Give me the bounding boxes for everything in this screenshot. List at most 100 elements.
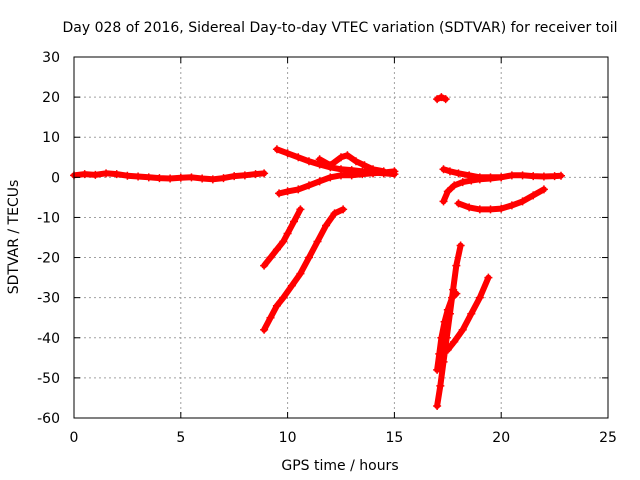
data-point: [343, 151, 352, 160]
data-point: [475, 205, 484, 214]
x-tick-label: 10: [279, 430, 297, 446]
data-point: [208, 175, 217, 184]
data-point: [557, 171, 566, 180]
data-point: [454, 169, 463, 178]
data-point: [219, 174, 228, 183]
x-tick-label: 5: [176, 430, 185, 446]
y-tick-label: -20: [37, 251, 60, 267]
data-point: [91, 170, 100, 179]
data-point: [102, 169, 111, 178]
data-series-arc-5: [260, 205, 305, 270]
data-point: [304, 181, 313, 190]
data-point: [326, 161, 335, 170]
data-point: [275, 189, 284, 198]
data-point: [529, 172, 538, 181]
data-point: [315, 155, 324, 164]
data-point: [467, 309, 476, 318]
data-point: [166, 174, 175, 183]
data-point: [435, 349, 444, 358]
data-point: [379, 167, 388, 176]
data-point: [260, 261, 269, 270]
series-trace: [434, 242, 464, 409]
data-point: [198, 174, 207, 183]
plot-frame: [73, 56, 609, 419]
data-point: [443, 187, 452, 196]
data-point: [322, 221, 331, 230]
data-point: [272, 145, 281, 154]
data-point: [475, 293, 484, 302]
data-point: [313, 237, 322, 246]
data-point: [458, 178, 467, 187]
data-point: [279, 237, 288, 246]
data-point: [358, 170, 367, 179]
data-point: [304, 253, 313, 262]
data-point: [187, 173, 196, 182]
data-point: [347, 171, 356, 180]
data-point: [439, 165, 448, 174]
y-tick-label: 0: [51, 170, 60, 186]
data-point: [272, 301, 281, 310]
data-point: [452, 289, 461, 298]
data-point: [283, 229, 292, 238]
data-point: [315, 177, 324, 186]
data-point: [112, 170, 121, 179]
data-point: [337, 171, 345, 180]
data-point: [443, 305, 452, 314]
data-point: [266, 253, 275, 262]
data-series-arc-13: [433, 289, 461, 374]
x-tick-label: 25: [599, 430, 617, 446]
data-point: [437, 333, 446, 342]
y-tick-label: -30: [37, 291, 60, 307]
data-point: [123, 171, 132, 180]
data-point: [272, 245, 281, 254]
data-point: [437, 93, 446, 102]
data-series-arc-3: [275, 167, 399, 198]
data-point: [454, 199, 463, 208]
data-point: [433, 95, 442, 104]
data-point: [497, 173, 506, 182]
data-point: [279, 293, 288, 302]
data-point: [260, 325, 269, 334]
data-point: [433, 365, 442, 374]
data-point: [80, 170, 89, 179]
data-point: [484, 273, 493, 282]
y-tick-label: 30: [42, 50, 60, 66]
data-point: [337, 153, 345, 162]
data-series-arc-6: [260, 205, 348, 334]
data-point: [507, 201, 516, 210]
data-series: [70, 93, 566, 410]
axis-ticks: 0 5 10 15 20 25 -60 -50 -40 -30 -20 -10 0 10 20 30: [37, 50, 617, 446]
data-point: [518, 171, 527, 180]
x-axis-title: GPS time / hours: [281, 458, 398, 474]
data-point: [304, 157, 313, 166]
data-point: [390, 167, 399, 176]
data-series-arc-4: [315, 151, 388, 176]
data-point: [486, 205, 495, 214]
data-point: [144, 173, 153, 182]
data-point: [440, 317, 449, 326]
x-tick-label: 20: [492, 430, 510, 446]
data-point: [445, 167, 454, 176]
data-point: [456, 241, 465, 250]
data-point: [230, 172, 239, 181]
data-point: [326, 173, 335, 182]
data-point: [467, 176, 476, 185]
data-point: [433, 401, 442, 410]
data-point: [450, 337, 459, 346]
data-point: [497, 204, 506, 213]
data-point: [155, 174, 164, 183]
data-point: [539, 172, 548, 181]
data-point: [283, 187, 292, 196]
data-point: [240, 171, 249, 180]
data-point: [251, 170, 260, 179]
data-point: [369, 165, 378, 174]
data-point: [330, 209, 339, 218]
data-point: [436, 381, 445, 390]
y-tick-label: -10: [37, 210, 60, 226]
data-point: [452, 261, 461, 270]
data-point: [450, 181, 459, 190]
y-tick-label: -50: [37, 371, 60, 387]
data-point: [351, 157, 360, 166]
data-point: [441, 95, 450, 104]
